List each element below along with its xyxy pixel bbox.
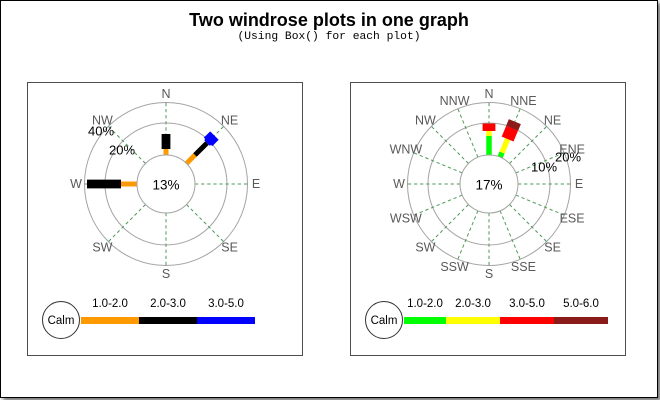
svg-text:NNE: NNE <box>510 94 536 108</box>
svg-text:WSW: WSW <box>390 211 422 225</box>
svg-text:NNW: NNW <box>440 94 470 108</box>
svg-text:20%: 20% <box>555 150 581 165</box>
svg-text:NE: NE <box>221 113 238 127</box>
svg-text:20%: 20% <box>109 143 135 158</box>
svg-text:SE: SE <box>544 241 561 255</box>
svg-text:13%: 13% <box>152 178 179 193</box>
svg-text:40%: 40% <box>88 124 114 139</box>
svg-text:17%: 17% <box>475 178 502 193</box>
svg-text:SW: SW <box>415 241 435 255</box>
svg-text:W: W <box>393 177 405 191</box>
svg-text:WNW: WNW <box>390 143 423 157</box>
svg-text:SW: SW <box>92 241 112 255</box>
svg-text:SSE: SSE <box>511 260 536 274</box>
svg-text:S: S <box>162 267 170 281</box>
svg-text:N: N <box>161 87 170 101</box>
svg-text:ESE: ESE <box>560 211 585 225</box>
svg-text:S: S <box>485 267 493 281</box>
svg-text:E: E <box>575 177 583 191</box>
svg-text:W: W <box>70 177 82 191</box>
svg-text:N: N <box>484 87 493 101</box>
svg-text:10%: 10% <box>531 160 557 175</box>
svg-text:NE: NE <box>544 113 561 127</box>
svg-text:SE: SE <box>221 241 238 255</box>
svg-text:SSW: SSW <box>440 260 469 274</box>
svg-text:E: E <box>252 177 260 191</box>
svg-text:NW: NW <box>415 113 436 127</box>
